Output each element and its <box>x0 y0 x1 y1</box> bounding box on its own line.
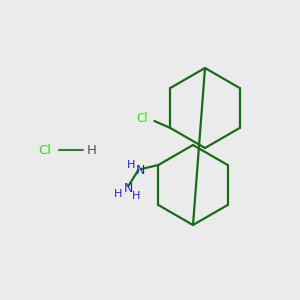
Text: N: N <box>124 182 133 194</box>
Text: H: H <box>114 189 122 199</box>
Text: H: H <box>127 160 136 170</box>
Text: H: H <box>132 191 140 201</box>
Text: H: H <box>87 143 97 157</box>
Text: N: N <box>136 164 145 176</box>
Text: Cl: Cl <box>137 112 148 124</box>
Text: Cl: Cl <box>38 143 52 157</box>
